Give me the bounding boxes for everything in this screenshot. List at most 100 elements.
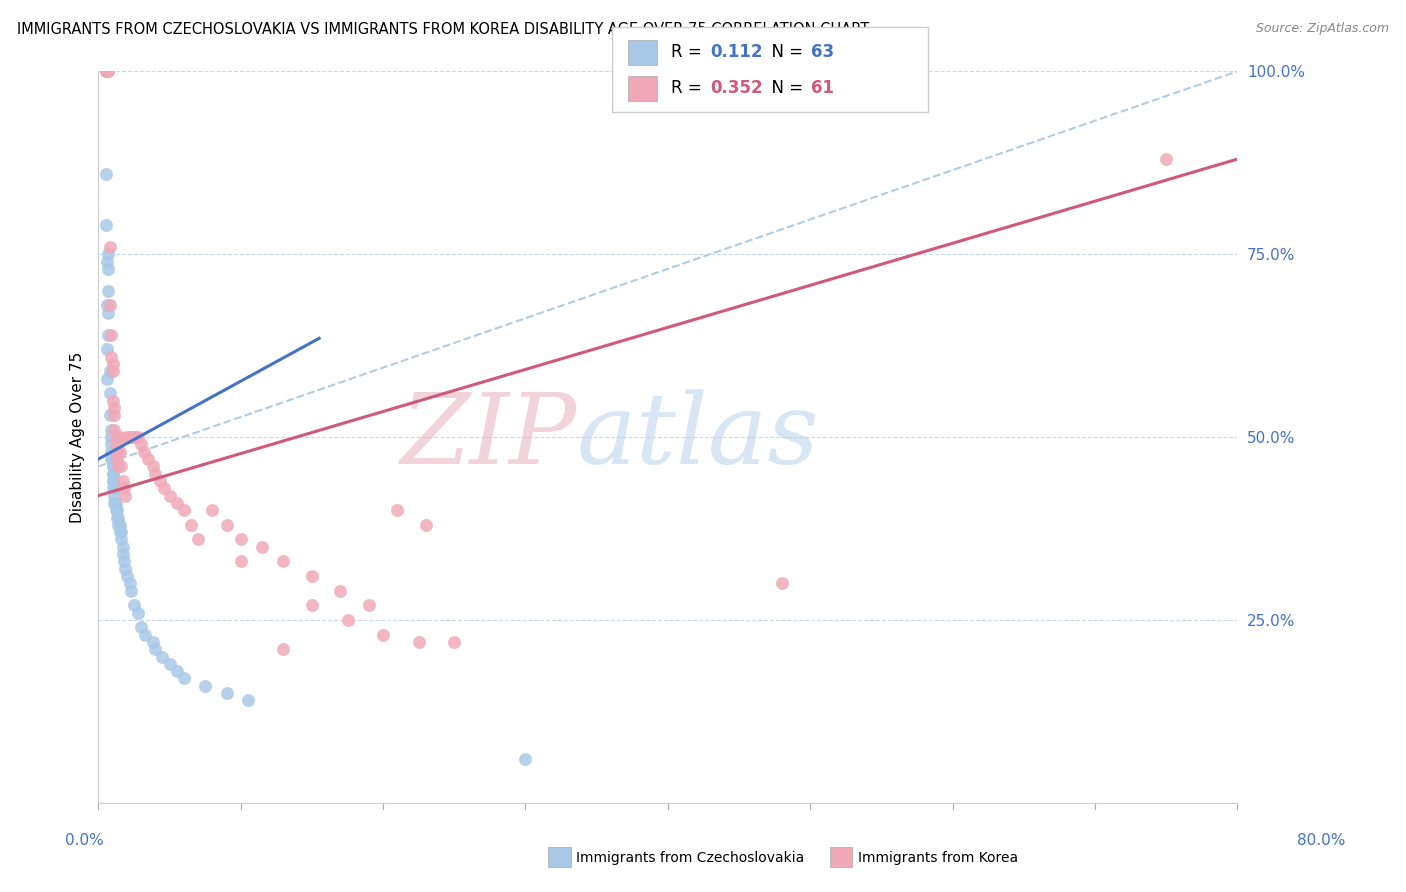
Point xyxy=(301,569,323,583)
Point xyxy=(103,496,125,510)
Point xyxy=(110,525,132,540)
Point xyxy=(101,467,124,481)
Point xyxy=(108,525,131,540)
Point xyxy=(101,481,124,495)
Point xyxy=(96,298,118,312)
Point xyxy=(108,517,131,532)
Point xyxy=(101,364,124,378)
Point xyxy=(134,627,156,641)
Point xyxy=(387,503,409,517)
Point xyxy=(141,635,163,649)
Point xyxy=(105,510,128,524)
Point xyxy=(166,496,188,510)
Point xyxy=(373,627,395,641)
Point xyxy=(187,533,209,547)
Point xyxy=(110,459,132,474)
Text: 61: 61 xyxy=(811,78,834,96)
Point xyxy=(215,686,238,700)
Point xyxy=(153,481,176,495)
Point xyxy=(100,423,122,437)
Point xyxy=(152,649,174,664)
Text: N =: N = xyxy=(761,78,808,96)
Point xyxy=(415,517,437,532)
Point xyxy=(194,679,217,693)
Text: IMMIGRANTS FROM CZECHOSLOVAKIA VS IMMIGRANTS FROM KOREA DISABILITY AGE OVER 75 C: IMMIGRANTS FROM CZECHOSLOVAKIA VS IMMIGR… xyxy=(17,22,869,37)
Text: Source: ZipAtlas.com: Source: ZipAtlas.com xyxy=(1256,22,1389,36)
Point xyxy=(145,642,167,657)
Point xyxy=(100,430,122,444)
Text: R =: R = xyxy=(671,78,707,96)
Point xyxy=(94,167,117,181)
Point xyxy=(96,254,118,268)
Point xyxy=(104,503,127,517)
Point xyxy=(122,599,145,613)
Point xyxy=(94,218,117,232)
Point xyxy=(97,64,120,78)
Point xyxy=(104,437,127,451)
Point xyxy=(108,444,131,458)
Text: 0.352: 0.352 xyxy=(710,78,762,96)
Point xyxy=(145,467,167,481)
Point xyxy=(115,569,138,583)
Point xyxy=(118,576,141,591)
Point xyxy=(120,583,142,598)
Point xyxy=(101,452,124,467)
Point xyxy=(336,613,359,627)
Point xyxy=(443,635,465,649)
Point xyxy=(408,635,430,649)
Point xyxy=(103,489,125,503)
Point xyxy=(329,583,352,598)
Point xyxy=(100,452,122,467)
Point xyxy=(357,599,380,613)
Point xyxy=(108,430,131,444)
Point xyxy=(1154,152,1177,166)
Point xyxy=(103,481,125,495)
Point xyxy=(118,430,141,444)
Point xyxy=(515,752,537,766)
Point xyxy=(96,64,118,78)
Point xyxy=(100,437,122,451)
Point xyxy=(136,452,159,467)
Point xyxy=(96,371,118,385)
Point xyxy=(132,444,155,458)
Point xyxy=(229,554,252,568)
Point xyxy=(97,261,120,276)
Point xyxy=(114,562,136,576)
Point xyxy=(301,599,323,613)
Point xyxy=(112,554,135,568)
Point xyxy=(101,357,124,371)
Text: Immigrants from Czechoslovakia: Immigrants from Czechoslovakia xyxy=(576,851,804,865)
Y-axis label: Disability Age Over 75: Disability Age Over 75 xyxy=(69,351,84,523)
Point xyxy=(112,481,135,495)
Point xyxy=(105,444,128,458)
Point xyxy=(110,533,132,547)
Point xyxy=(107,517,129,532)
Point xyxy=(273,642,295,657)
Point xyxy=(104,430,127,444)
Point xyxy=(201,503,224,517)
Point xyxy=(100,327,122,342)
Point xyxy=(107,510,129,524)
Point xyxy=(236,693,259,707)
Point xyxy=(115,430,138,444)
Point xyxy=(101,452,124,467)
Point xyxy=(98,386,121,401)
Point xyxy=(101,459,124,474)
Point xyxy=(215,517,238,532)
Text: 80.0%: 80.0% xyxy=(1298,833,1346,847)
Point xyxy=(103,408,125,422)
Point xyxy=(149,474,172,488)
Point xyxy=(97,284,120,298)
Point xyxy=(97,247,120,261)
Text: 63: 63 xyxy=(811,43,834,62)
Point xyxy=(103,423,125,437)
Point xyxy=(250,540,273,554)
Point xyxy=(94,64,117,78)
Point xyxy=(127,606,149,620)
Point xyxy=(141,459,163,474)
Point xyxy=(107,459,129,474)
Text: ZIP: ZIP xyxy=(401,390,576,484)
Point xyxy=(129,620,152,634)
Point xyxy=(101,467,124,481)
Point xyxy=(104,496,127,510)
